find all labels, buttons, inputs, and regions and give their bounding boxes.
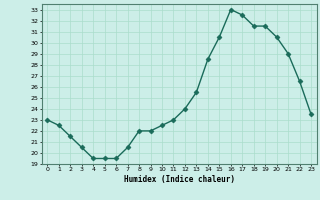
X-axis label: Humidex (Indice chaleur): Humidex (Indice chaleur) [124, 175, 235, 184]
